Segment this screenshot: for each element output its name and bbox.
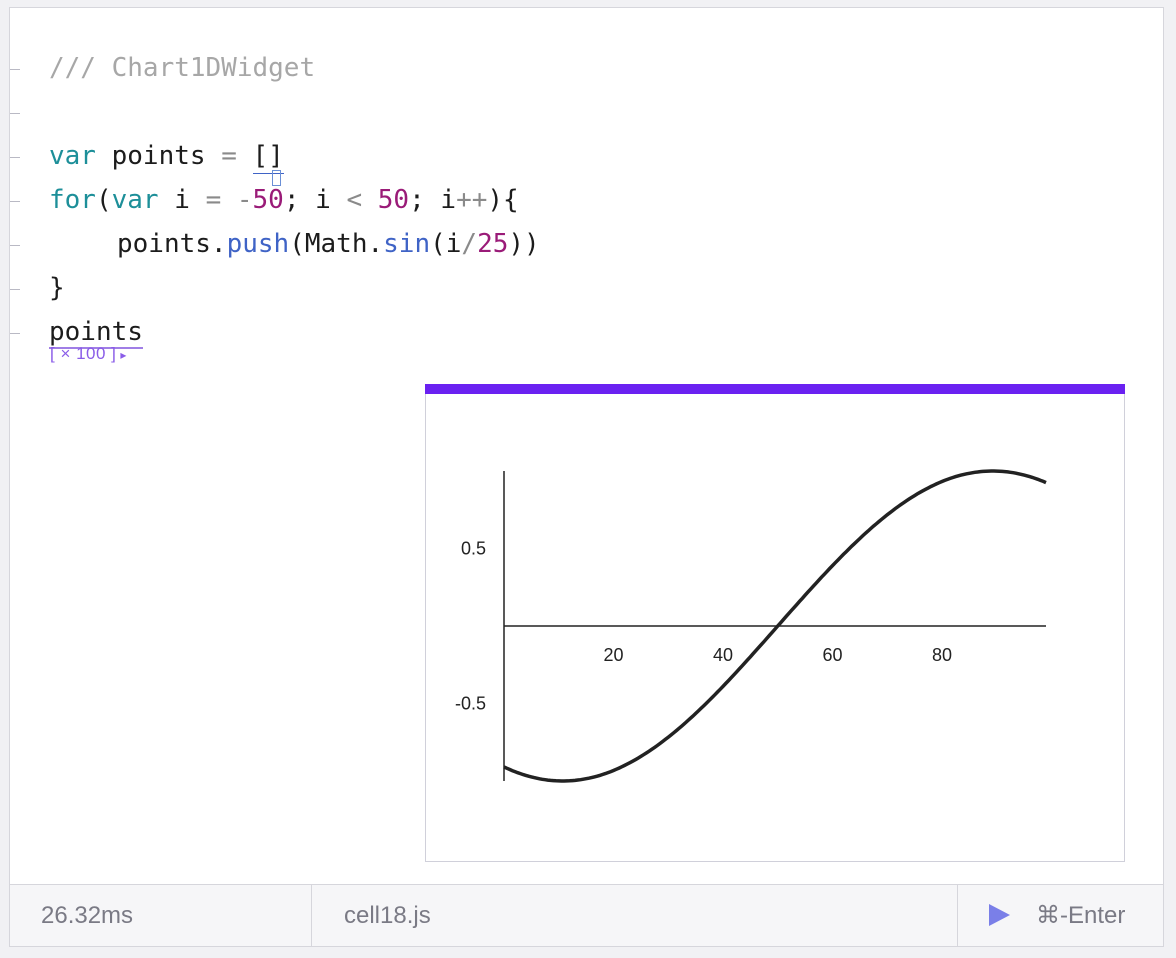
series-line <box>503 469 1047 783</box>
identifier: i <box>174 185 190 215</box>
method-name: push <box>226 229 290 259</box>
operator: = <box>205 185 222 215</box>
array-literal: [] <box>252 141 284 174</box>
gutter-mark <box>10 289 20 290</box>
operator: < <box>346 185 363 215</box>
keyword-var: var <box>111 185 159 215</box>
number-literal: 50 <box>252 185 284 215</box>
identifier: points <box>111 141 206 171</box>
semicolon: ; <box>283 185 300 215</box>
gutter-mark <box>10 245 20 246</box>
brace: } <box>49 273 65 303</box>
gutter-mark <box>10 201 20 202</box>
gutter-mark <box>10 157 20 158</box>
paren: ( <box>430 229 446 259</box>
gutter-mark <box>10 333 20 334</box>
x-tick-label: 20 <box>603 645 623 665</box>
keyword-for: for <box>49 185 96 215</box>
number-literal: 25 <box>477 229 509 259</box>
keyword-var: var <box>49 141 96 171</box>
identifier: i <box>445 229 462 259</box>
code-line: } <box>49 272 65 304</box>
x-tick-label: 60 <box>822 645 842 665</box>
semicolon: ; <box>409 185 425 215</box>
x-tick-label: 80 <box>932 645 952 665</box>
text-cursor <box>272 170 281 186</box>
code-line: for(var i = -50; i < 50; i++){ <box>49 184 519 216</box>
gutter-mark <box>10 113 20 114</box>
run-shortcut[interactable]: ⌘-Enter <box>1036 902 1126 929</box>
notebook-cell: /// Chart1DWidget var points = [] for(va… <box>9 7 1164 947</box>
identifier: points <box>49 317 143 349</box>
code-line: /// Chart1DWidget <box>49 52 315 84</box>
x-tick-label: 40 <box>713 645 733 665</box>
paren-brace: ){ <box>487 185 519 215</box>
operator: - <box>236 185 253 215</box>
operator: / <box>461 229 478 259</box>
divider <box>957 885 958 946</box>
execution-time: 26.32ms <box>41 902 134 929</box>
inspector-label: [ × 100 ] <box>50 344 117 363</box>
code-line: points <box>49 316 143 349</box>
method-name: sin <box>383 229 431 259</box>
widget-accent-bar <box>425 384 1125 394</box>
divider <box>311 885 312 946</box>
identifier: i <box>315 185 331 215</box>
paren: ( <box>95 185 112 215</box>
paren: )) <box>508 229 540 259</box>
play-icon[interactable] <box>989 904 1010 926</box>
code-line: points.push(Math.sin(i/25)) <box>117 228 540 260</box>
operator: ++ <box>456 185 488 215</box>
y-tick-label: 0.5 <box>461 539 486 559</box>
number-literal: 50 <box>377 185 410 215</box>
expand-arrow-icon[interactable]: ▸ <box>120 348 127 362</box>
code-line: var points = [] <box>49 140 284 174</box>
identifier: i <box>440 185 457 215</box>
gutter-mark <box>10 69 20 70</box>
line-chart: 20 40 60 80 0.5 -0.5 <box>455 469 1047 783</box>
operator: = <box>221 141 237 171</box>
paren: ( <box>289 229 305 259</box>
identifier: Math. <box>304 229 384 259</box>
value-inspector[interactable]: [ × 100 ] ▸ <box>50 344 127 364</box>
code-comment: /// Chart1DWidget <box>49 53 316 83</box>
cell-footer: 26.32ms cell18.js ⌘-Enter <box>10 884 1163 946</box>
filename: cell18.js <box>344 902 431 929</box>
identifier: points. <box>117 229 227 259</box>
chart-widget: 20 40 60 80 0.5 -0.5 <box>425 384 1125 862</box>
y-tick-label: -0.5 <box>455 694 486 714</box>
